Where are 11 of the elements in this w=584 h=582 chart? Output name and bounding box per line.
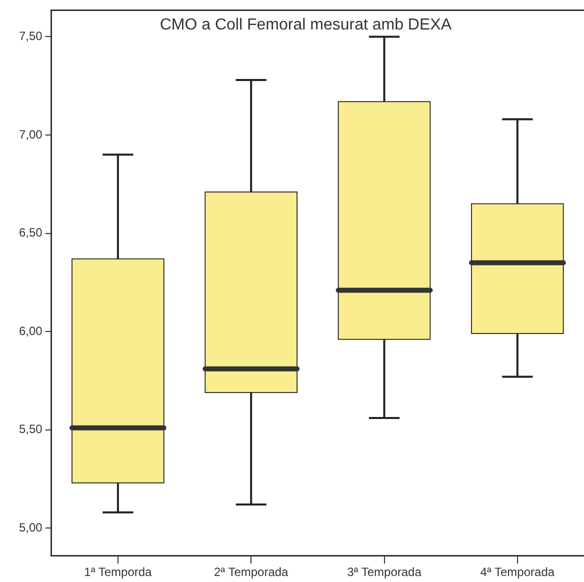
y-tick-label: 7,00 — [18, 127, 43, 142]
x-tick-label: 3ª Temporada — [347, 565, 422, 580]
x-tick-label: 1ª Temporda — [84, 565, 152, 580]
chart-title: CMO a Coll Femoral mesurat amb DEXA — [160, 16, 452, 34]
y-tick-label: 6,50 — [18, 226, 43, 240]
y-tick-label: 5,00 — [18, 520, 43, 534]
y-tick-label: 7,50 — [18, 29, 43, 44]
y-tick-label: 6,00 — [18, 324, 43, 338]
x-tick-label: 4ª Temporada — [480, 565, 555, 580]
x-tick-label: 2ª Temporada — [214, 565, 289, 580]
y-tick-label: 5,50 — [18, 422, 43, 436]
